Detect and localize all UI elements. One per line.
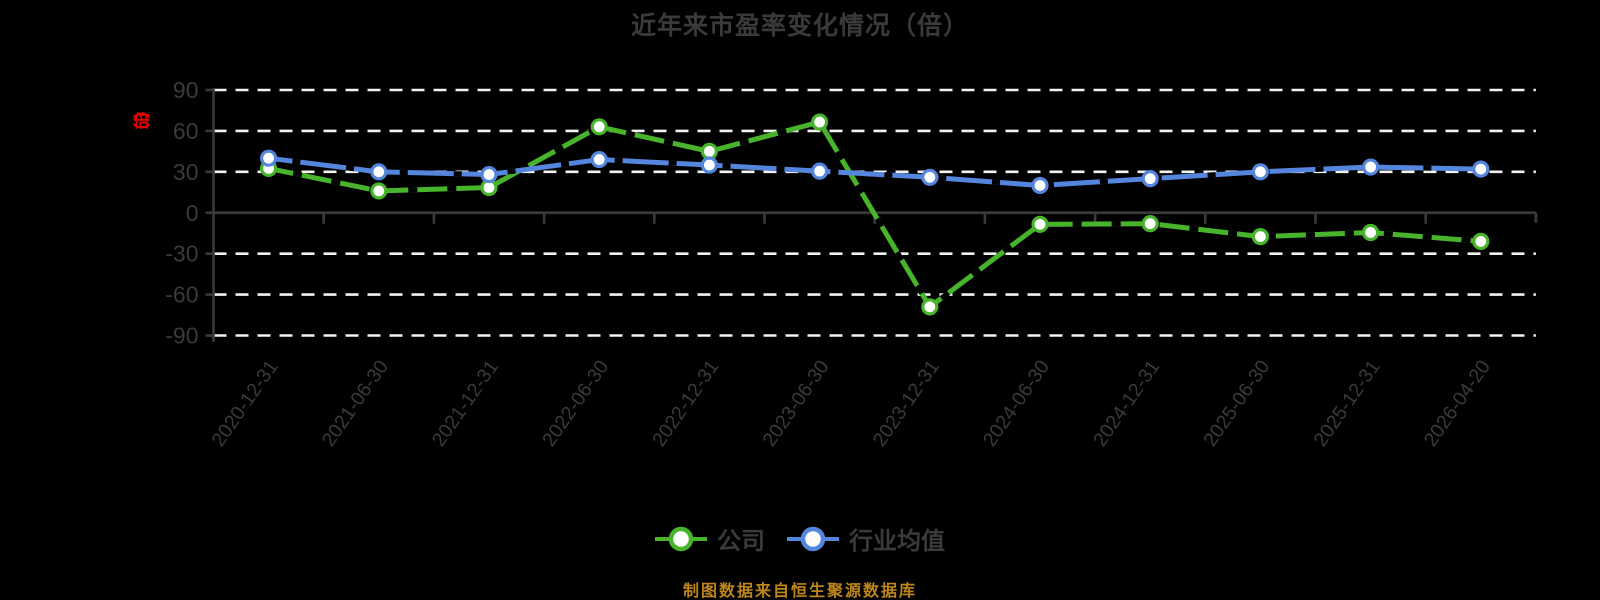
data-point-industry-2025-06-30	[1251, 163, 1270, 181]
data-point-company-2021-06-30	[370, 182, 388, 200]
legend-item-company[interactable]: 公司	[655, 521, 765, 556]
x-axis-label: 2022-06-30	[538, 356, 613, 450]
data-point-company-2024-06-30	[1031, 215, 1049, 233]
data-point-industry-2022-06-30	[590, 150, 608, 169]
data-point-industry-2025-12-31	[1361, 158, 1380, 176]
x-axis-label: 2024-06-30	[979, 356, 1054, 450]
series-line-company	[268, 119, 1482, 310]
data-point-company-2026-04-20	[1472, 232, 1490, 250]
data-point-industry-2021-12-31	[480, 165, 498, 184]
x-axis-label: 2023-06-30	[758, 356, 833, 450]
x-axis-label: 2025-06-30	[1199, 356, 1274, 450]
legend-item-industry-average[interactable]: 行业均值	[787, 521, 945, 556]
legend-label-industry-average: 行业均值	[849, 528, 945, 555]
legend-marker-industry-icon	[787, 526, 839, 551]
data-point-industry-2026-04-20	[1472, 160, 1490, 178]
legend-marker-company-icon	[655, 526, 707, 551]
y-axis-tick-label: -90	[165, 323, 198, 349]
x-axis-label: 2024-12-31	[1089, 356, 1164, 450]
legend-label-company: 公司	[717, 528, 765, 555]
legend: 公司 行业均值	[0, 521, 1600, 556]
data-point-industry-2023-06-30	[810, 162, 829, 180]
chart-title: 近年来市盈率变化情况（倍）	[630, 12, 969, 40]
data-point-industry-2024-06-30	[1031, 176, 1049, 195]
data-point-company-2022-06-30	[590, 118, 608, 136]
data-point-company-2025-06-30	[1251, 228, 1270, 246]
y-axis-tick-label: 0	[186, 200, 199, 226]
series-line-industry	[268, 155, 1481, 188]
y-axis-tick-label: -30	[165, 241, 198, 267]
x-axis-label: 2020-12-31	[207, 356, 282, 450]
data-point-company-2025-12-31	[1361, 223, 1380, 242]
y-axis-tick-label: -60	[165, 282, 198, 308]
x-axis-label: 2021-12-31	[428, 356, 503, 450]
data-point-company-2023-06-30	[810, 113, 829, 131]
y-axis-tick-label: 30	[173, 159, 199, 185]
data-point-industry-2020-12-31	[260, 149, 278, 167]
y-axis-tick-label: 90	[173, 77, 199, 103]
x-axis-label: 2023-12-31	[869, 356, 944, 450]
y-axis-tick-label: 60	[173, 118, 199, 144]
data-source-note: 制图数据来自恒生聚源数据库	[682, 583, 917, 600]
data-point-company-2024-12-31	[1141, 215, 1159, 233]
data-point-industry-2022-12-31	[700, 156, 719, 174]
data-point-company-2023-12-31	[921, 298, 939, 316]
data-point-industry-2021-06-30	[370, 163, 388, 181]
x-axis-label: 2021-06-30	[318, 356, 393, 450]
data-point-company-2022-12-31	[700, 142, 719, 160]
y-axis-unit-label: （倍）	[130, 101, 149, 134]
x-axis-label: 2026-04-20	[1420, 356, 1495, 450]
x-axis-label: 2025-12-31	[1309, 356, 1384, 450]
data-point-industry-2023-12-31	[921, 168, 939, 186]
data-point-industry-2024-12-31	[1141, 170, 1159, 188]
x-axis-label: 2022-12-31	[648, 356, 723, 450]
